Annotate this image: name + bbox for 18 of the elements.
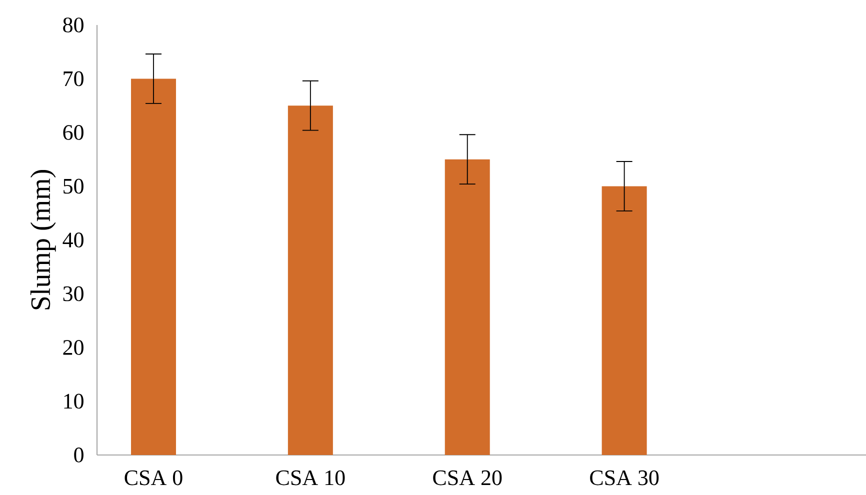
y-tick-label: 40 [62, 232, 84, 248]
y-tick-label: 10 [64, 394, 84, 409]
x-tick-label: CSA 10 [276, 470, 345, 486]
x-tick-label: CSA 0 [124, 470, 182, 486]
bar [444, 159, 490, 455]
x-tick-label: CSA 20 [433, 470, 502, 486]
y-tick-label: 70 [64, 71, 84, 86]
y-tick-label: 60 [63, 125, 84, 140]
y-tick-label: 20 [63, 340, 84, 355]
y-tick-label: 0 [74, 448, 84, 462]
y-tick-label: 30 [63, 286, 84, 302]
y-tick-label: 50 [64, 178, 84, 194]
bar [602, 186, 647, 455]
x-tick-label: CSA 30 [590, 470, 659, 486]
y-tick-label: 80 [63, 18, 84, 32]
bar [288, 106, 333, 455]
bar [131, 78, 176, 455]
y-axis-title: Slump (mm) [30, 170, 56, 310]
